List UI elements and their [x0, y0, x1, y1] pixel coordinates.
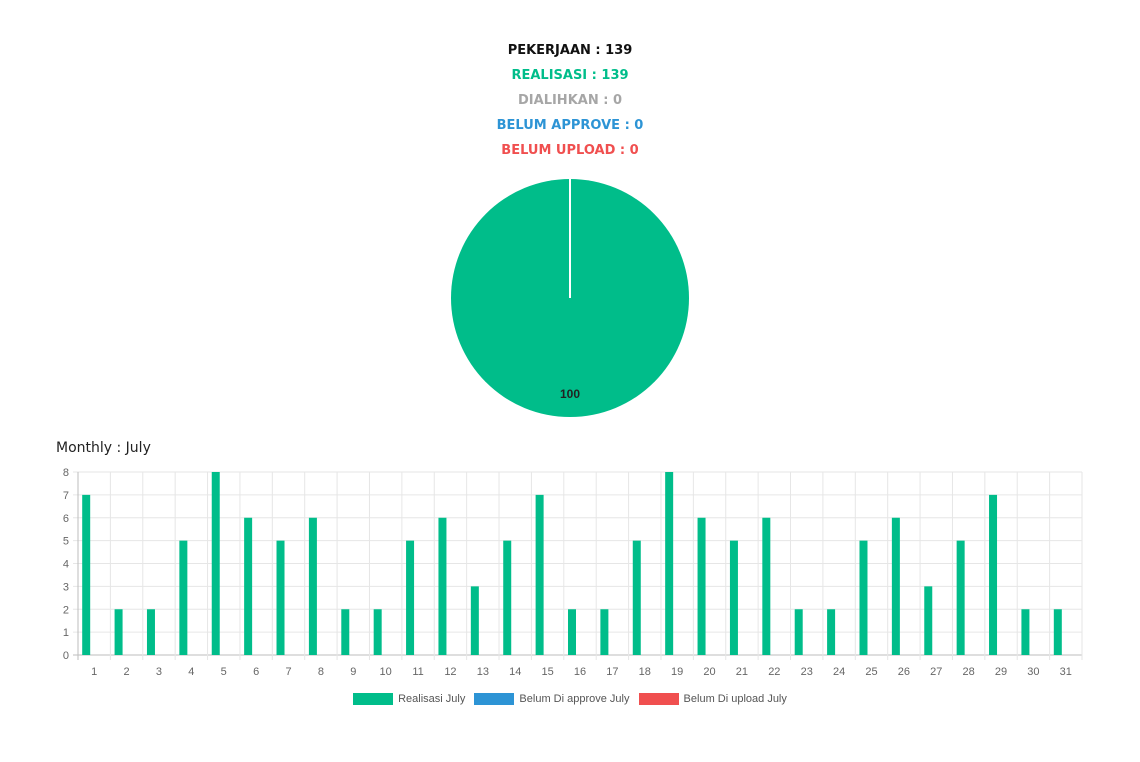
- x-tick-label: 27: [930, 666, 942, 678]
- bar-realisasi-july-14[interactable]: [503, 540, 512, 655]
- bar-realisasi-july-11[interactable]: [406, 540, 415, 655]
- monthly-chart-title: Monthly : July: [56, 440, 151, 456]
- x-tick-label: 31: [1060, 666, 1072, 678]
- bar-realisasi-july-12[interactable]: [438, 517, 447, 655]
- legend-swatch-realisasi: [353, 693, 394, 706]
- belum-upload-count: BELUM UPLOAD : 0: [501, 143, 639, 158]
- x-tick-label: 24: [833, 666, 845, 678]
- y-tick-label: 5: [63, 536, 69, 548]
- x-tick-label: 25: [865, 666, 877, 678]
- bar-realisasi-july-19[interactable]: [665, 472, 674, 655]
- x-tick-label: 2: [124, 666, 130, 678]
- legend-swatch-belum-upload: [638, 693, 679, 706]
- legend-item-belum-upload[interactable]: Belum Di upload July: [638, 693, 787, 706]
- x-tick-label: 13: [477, 666, 489, 678]
- x-tick-label: 28: [963, 666, 975, 678]
- bar-realisasi-july-6[interactable]: [244, 517, 253, 655]
- bar-realisasi-july-29[interactable]: [989, 494, 998, 655]
- bar-realisasi-july-30[interactable]: [1021, 609, 1030, 655]
- legend-swatch-belum-approve: [474, 693, 515, 706]
- bar-realisasi-july-8[interactable]: [308, 517, 317, 655]
- y-tick-label: 0: [63, 650, 69, 662]
- bar-realisasi-july-24[interactable]: [827, 609, 836, 655]
- bar-realisasi-july-16[interactable]: [568, 609, 576, 655]
- bar-realisasi-july-22[interactable]: [762, 517, 771, 655]
- bar-realisasi-july-15[interactable]: [535, 494, 544, 655]
- x-tick-label: 6: [253, 666, 259, 678]
- bar-realisasi-july-10[interactable]: [373, 609, 382, 655]
- x-tick-label: 7: [285, 666, 291, 678]
- bar-realisasi-july-21[interactable]: [729, 540, 738, 655]
- dialihkan-count: DIALIHKAN : 0: [518, 93, 622, 108]
- x-tick-label: 1: [91, 666, 97, 678]
- bar-realisasi-july-27[interactable]: [924, 586, 933, 655]
- x-tick-label: 3: [156, 666, 162, 678]
- pie-chart: 100: [451, 179, 689, 417]
- x-tick-label: 19: [671, 666, 683, 678]
- x-tick-label: 11: [412, 666, 423, 678]
- bar-realisasi-july-5[interactable]: [211, 472, 220, 655]
- x-tick-label: 21: [736, 666, 748, 678]
- bar-realisasi-july-25[interactable]: [859, 540, 868, 655]
- x-tick-label: 15: [541, 666, 553, 678]
- x-tick-label: 20: [703, 666, 715, 678]
- y-tick-label: 6: [63, 513, 69, 525]
- x-tick-label: 23: [801, 666, 813, 678]
- bar-realisasi-july-4[interactable]: [179, 540, 188, 655]
- bar-realisasi-july-18[interactable]: [632, 540, 641, 655]
- x-tick-label: 5: [221, 666, 227, 678]
- legend-item-belum-approve[interactable]: Belum Di approve July: [474, 693, 630, 706]
- legend-label-belum-upload: Belum Di upload July: [683, 693, 787, 706]
- x-tick-label: 26: [898, 666, 910, 678]
- x-tick-label: 12: [444, 666, 456, 678]
- belum-approve-count: BELUM APPROVE : 0: [496, 118, 644, 133]
- x-tick-label: 14: [509, 666, 521, 678]
- bar-realisasi-july-23[interactable]: [794, 609, 803, 655]
- bar-realisasi-july-3[interactable]: [146, 609, 155, 655]
- pekerjaan-count: PEKERJAAN : 139: [507, 43, 633, 58]
- bar-chart-legend: Realisasi July Belum Di approve July Bel…: [0, 693, 1140, 706]
- bar-realisasi-july-13[interactable]: [470, 586, 479, 655]
- legend-label-belum-approve: Belum Di approve July: [519, 693, 630, 706]
- x-tick-label: 4: [188, 666, 194, 678]
- x-tick-label: 16: [574, 666, 586, 678]
- legend-item-realisasi[interactable]: Realisasi July: [353, 693, 466, 706]
- bar-realisasi-july-7[interactable]: [276, 540, 285, 655]
- y-tick-label: 4: [63, 559, 69, 571]
- summary-panel: PEKERJAAN : 139 REALISASI : 139 DIALIHKA…: [0, 42, 1140, 167]
- pie-data-label: 100: [560, 387, 580, 401]
- x-tick-label: 29: [995, 666, 1007, 678]
- y-tick-label: 7: [63, 490, 69, 502]
- bar-realisasi-july-28[interactable]: [956, 540, 965, 655]
- y-tick-label: 2: [63, 604, 69, 616]
- y-tick-label: 1: [63, 627, 69, 639]
- bar-realisasi-july-9[interactable]: [341, 609, 350, 655]
- x-tick-label: 9: [350, 666, 356, 678]
- x-tick-label: 17: [606, 666, 618, 678]
- bar-realisasi-july-20[interactable]: [697, 517, 706, 655]
- x-tick-label: 22: [768, 666, 780, 678]
- x-tick-label: 10: [380, 666, 392, 678]
- legend-label-realisasi: Realisasi July: [398, 693, 466, 706]
- x-tick-label: 18: [639, 666, 651, 678]
- bar-realisasi-july-31[interactable]: [1053, 609, 1062, 655]
- y-tick-label: 3: [63, 581, 69, 593]
- bar-realisasi-july-1[interactable]: [82, 494, 91, 655]
- bar-realisasi-july-17[interactable]: [600, 609, 609, 655]
- x-tick-label: 30: [1027, 666, 1039, 678]
- grid-lines: [73, 471, 1083, 660]
- bar-realisasi-july-26[interactable]: [891, 517, 900, 655]
- y-tick-label: 8: [63, 467, 69, 479]
- x-tick-label: 8: [318, 666, 324, 678]
- bar-realisasi-july-2[interactable]: [114, 609, 123, 655]
- realisasi-count: REALISASI : 139: [511, 68, 629, 83]
